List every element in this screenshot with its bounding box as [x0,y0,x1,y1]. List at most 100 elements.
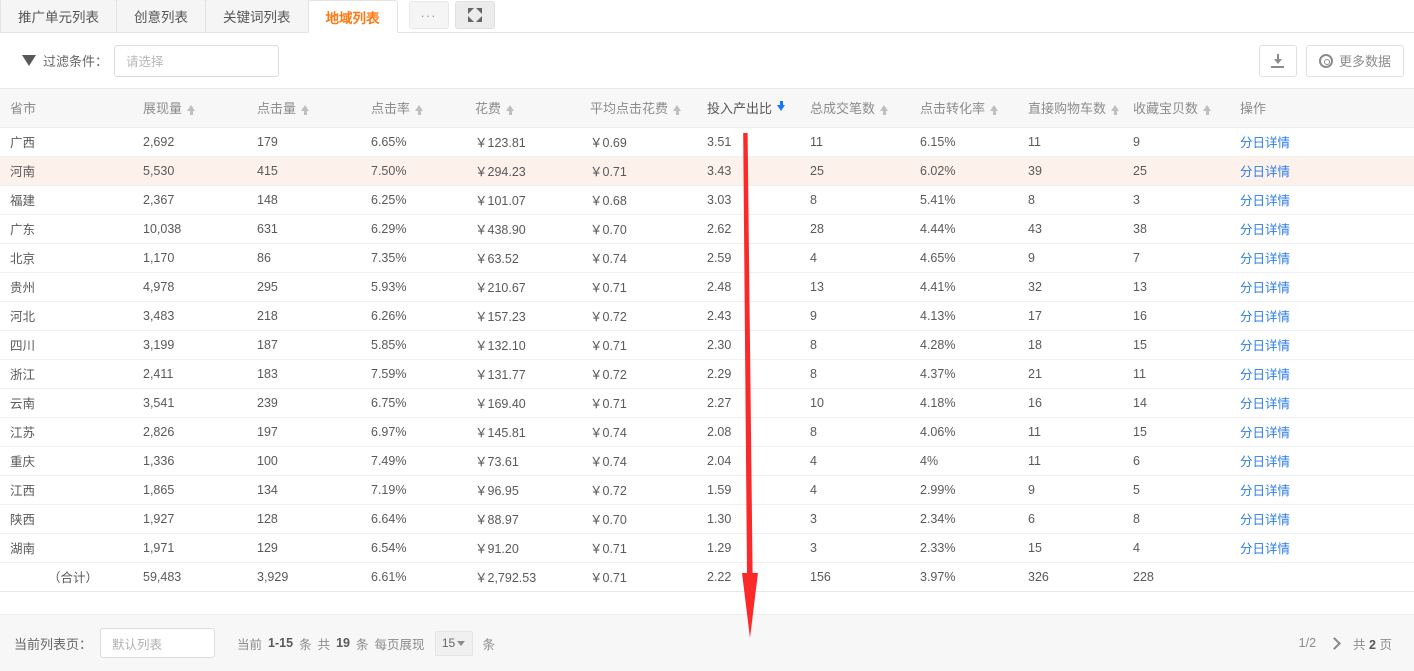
daily-detail-link[interactable]: 分日详情 [1240,513,1291,527]
cell-value: 4 [1133,540,1140,555]
cell-action[interactable]: 分日详情 [1240,446,1414,476]
cell-impressions: 2,692 [143,127,257,157]
cell-cost: ￥123.81 [475,127,590,157]
cell-action[interactable]: 分日详情 [1240,127,1414,157]
cell-value: 1.30 [707,511,732,526]
more-tabs-button[interactable]: ··· [408,1,449,29]
tab-keyword-list[interactable]: 关键词列表 [205,0,309,32]
cell-clicks: 415 [257,156,371,186]
cell-province: 福建 [0,185,143,215]
daily-detail-link[interactable]: 分日详情 [1240,136,1291,150]
cell-value: 3.43 [707,163,732,178]
cell-value: 3.97% [920,569,956,584]
cell-cost: ￥96.95 [475,475,590,505]
cell-action[interactable]: 分日详情 [1240,214,1414,244]
daily-detail-link[interactable]: 分日详情 [1240,368,1291,382]
column-header-2[interactable]: 点击量 [257,89,371,128]
download-button[interactable] [1258,44,1297,77]
cell-value: 北京 [10,252,36,266]
tab-creative-list[interactable]: 创意列表 [116,0,206,32]
column-header-label: 省市 [10,101,37,117]
cell-value: 广东 [10,223,36,237]
cell-value: 25 [1133,163,1147,178]
cell-action[interactable]: 分日详情 [1240,156,1414,186]
column-header-6[interactable]: 投入产出比 [707,89,810,128]
cell-value: 9 [1028,250,1035,265]
cell-cpc: ￥0.71 [590,533,707,563]
cell-action [1240,562,1414,592]
shrink-screen-button[interactable] [454,1,495,29]
cell-province: 四川 [0,330,143,360]
daily-detail-link[interactable]: 分日详情 [1240,397,1291,411]
table-row: 湖南 1,971 129 6.54% ￥91.20 ￥0.71 1.29 3 2.33% 15 4 分… [0,533,1414,563]
daily-detail-link[interactable]: 分日详情 [1240,339,1291,353]
cell-action[interactable]: 分日详情 [1240,359,1414,389]
daily-detail-link[interactable]: 分日详情 [1240,542,1291,556]
cell-value: 2.08 [707,424,732,439]
cell-favorites: 9 [1133,127,1240,157]
column-header-5[interactable]: 平均点击花费 [590,89,707,128]
cell-clicks: 295 [257,272,371,302]
daily-detail-link[interactable]: 分日详情 [1240,252,1291,266]
column-header-10[interactable]: 收藏宝贝数 [1133,89,1240,128]
table-row: 四川 3,199 187 5.85% ￥132.10 ￥0.71 2.30 8 4.28% 18 1… [0,330,1414,360]
cell-clicks: 187 [257,330,371,360]
column-header-4[interactable]: 花费 [475,89,590,128]
daily-detail-link[interactable]: 分日详情 [1240,310,1291,324]
cell-action[interactable]: 分日详情 [1240,185,1414,215]
tab-region-list[interactable]: 地域列表 [307,0,398,33]
daily-detail-link[interactable]: 分日详情 [1240,484,1291,498]
cell-value: 3.03 [707,192,732,207]
cell-action[interactable]: 分日详情 [1240,243,1414,273]
region-table: 省市 展现量 点击量 点击率 花费 平均点击花费 投入产出比 总成交笔数 点击转化率 直接购物车数… [0,89,1414,592]
range-prefix: 当前 [237,637,263,652]
chevron-right-icon[interactable] [1328,636,1341,650]
cell-roi: 2.08 [707,417,810,447]
more-data-button[interactable]: 更多数据 [1305,44,1404,77]
cell-clicks: 148 [257,185,371,215]
daily-detail-link[interactable]: 分日详情 [1240,426,1291,440]
daily-detail-link[interactable]: 分日详情 [1240,281,1291,295]
list-page-select[interactable]: 默认列表 [100,628,216,658]
cell-cpc: ￥0.71 [590,272,707,302]
cell-value: 2,826 [143,424,175,439]
cell-impressions: 2,826 [143,417,257,447]
table-row: 陕西 1,927 128 6.64% ￥88.97 ￥0.70 1.30 3 2.34% 6 8 分日… [0,504,1414,534]
column-header-8[interactable]: 点击转化率 [920,89,1028,128]
cell-clicks: 129 [257,533,371,563]
cell-action[interactable]: 分日详情 [1240,417,1414,447]
shrink-screen-icon [467,8,482,22]
cell-action[interactable]: 分日详情 [1240,475,1414,505]
cell-action[interactable]: 分日详情 [1240,533,1414,563]
cell-action[interactable]: 分日详情 [1240,504,1414,534]
cell-value: 1.59 [707,482,732,497]
daily-detail-link[interactable]: 分日详情 [1240,455,1291,469]
daily-detail-link[interactable]: 分日详情 [1240,223,1291,237]
cell-action[interactable]: 分日详情 [1240,388,1414,418]
cell-value: 16 [1133,308,1147,323]
cell-orders: 4 [810,475,920,505]
column-header-1[interactable]: 展现量 [143,89,257,128]
cell-cost: ￥294.23 [475,156,590,186]
cell-value: 2.30 [707,337,732,352]
cell-cpc: ￥0.71 [590,388,707,418]
cell-cvr: 5.41% [920,185,1028,215]
cell-province: 贵州 [0,272,143,302]
daily-detail-link[interactable]: 分日详情 [1240,165,1291,179]
column-header-3[interactable]: 点击率 [371,89,475,128]
tab-promotion-unit-list[interactable]: 推广单元列表 [0,0,117,32]
cell-favorites: 6 [1133,446,1240,476]
filter-select[interactable]: 请选择 [114,44,280,77]
cell-cvr: 2.34% [920,504,1028,534]
pages-total-info: 共 2 页 [1353,634,1392,653]
cell-value: 福建 [10,194,36,208]
column-header-7[interactable]: 总成交笔数 [810,89,920,128]
per-page-select[interactable]: 15 [434,630,473,656]
daily-detail-link[interactable]: 分日详情 [1240,194,1291,208]
cell-action[interactable]: 分日详情 [1240,301,1414,331]
cell-action[interactable]: 分日详情 [1240,272,1414,302]
column-header-9[interactable]: 直接购物车数 [1028,89,1133,128]
cell-action[interactable]: 分日详情 [1240,330,1414,360]
cell-value: ￥0.71 [590,339,627,353]
cell-value: 4 [810,250,817,265]
